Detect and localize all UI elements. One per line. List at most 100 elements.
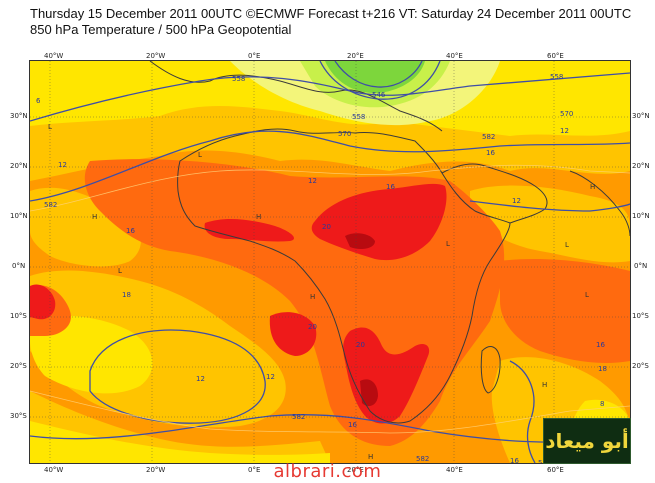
lon-tick-bottom-20e: 20°E <box>347 466 364 474</box>
map-title: Thursday 15 December 2011 00UTC ©ECMWF F… <box>30 6 631 38</box>
gp-label-570-med: 570 <box>338 130 351 138</box>
lat-tick-left-0n: 0°N <box>12 262 26 270</box>
gp-label-558-mid: 558 <box>352 113 365 121</box>
title-line-forecast: Thursday 15 December 2011 00UTC ©ECMWF F… <box>30 6 632 21</box>
field-deep-red-south <box>360 379 378 407</box>
t-label-12-coast: 12 <box>266 373 275 381</box>
title-line-fields: 850 hPa Temperature / 500 hPa Geopotenti… <box>30 22 292 37</box>
pressure-markers: L L H H L H L L H L H H <box>48 123 595 461</box>
t-label-8: 8 <box>600 400 604 408</box>
geopotential-contour-inner <box>334 61 423 88</box>
marker-high-westafrica: H <box>256 213 261 221</box>
t-label-6: 6 <box>36 97 41 105</box>
lat-tick-right-10s: 10°S <box>632 312 649 320</box>
gp-label-582-south: 582 <box>292 413 305 421</box>
geopotential-contour-582-south <box>30 414 630 443</box>
field-gold-west <box>30 187 141 267</box>
weather-map: 558 570 582 582 546 570 582 582 558 558 … <box>29 60 631 464</box>
field-red-westafrica <box>204 219 295 242</box>
lat-tick-right-30n: 30°N <box>632 112 650 120</box>
field-cold-green <box>325 61 425 94</box>
t-label-18: 18 <box>122 291 131 299</box>
t-label-12-atlantic: 12 <box>196 375 205 383</box>
map-canvas: 558 570 582 582 546 570 582 582 558 558 … <box>30 61 630 463</box>
lat-tick-left-10n: 10°N <box>10 212 28 220</box>
marker-high-congo: H <box>310 293 315 301</box>
t-label-16-sahel: 16 <box>386 183 395 191</box>
coastline-madagascar <box>480 346 501 394</box>
coastline-india <box>569 170 630 237</box>
lat-tick-left-10s: 10°S <box>10 312 27 320</box>
lat-tick-left-30s: 30°S <box>10 412 27 420</box>
marker-high-west: H <box>92 213 97 221</box>
lat-tick-left-20s: 20°S <box>10 362 27 370</box>
geopotential-contour-582-west <box>89 329 266 424</box>
marker-low-sahara: L <box>198 151 202 159</box>
lat-tick-right-20s: 20°S <box>632 362 649 370</box>
t-label-20-central: 20 <box>322 223 331 231</box>
marker-low-east: L <box>446 240 450 248</box>
t-label-18-east: 18 <box>598 365 607 373</box>
geopotential-contour-trough <box>509 360 536 463</box>
gp-label-558-ne: 558 <box>550 73 563 81</box>
field-dark-orange-indian <box>500 259 630 363</box>
lon-tick-top-40e: 40°E <box>446 52 463 60</box>
lat-tick-right-20n: 20°N <box>632 162 650 170</box>
marker-low-se: L <box>585 291 589 299</box>
lon-tick-bottom-0e: 0°E <box>248 466 261 474</box>
gp-label-582-cape: 582 <box>416 455 429 463</box>
lon-tick-bottom-60e: 60°E <box>547 466 564 474</box>
marker-low-indian: L <box>565 241 569 249</box>
site-watermark: albrari.com <box>273 461 382 482</box>
t-label-12-ne: 12 <box>560 127 569 135</box>
field-red-angola <box>269 312 317 356</box>
field-gold-east <box>470 185 630 263</box>
marker-low-gulf: L <box>118 267 122 275</box>
lat-tick-right-10n: 10°N <box>632 212 650 220</box>
coastline-africa <box>177 128 511 424</box>
graticule <box>30 61 630 463</box>
geopotential-contour-546 <box>319 61 441 100</box>
lon-tick-top-40w: 40°W <box>44 52 64 60</box>
marker-high-indian: H <box>542 381 547 389</box>
logo-text: أبو ميعاد <box>545 429 629 453</box>
t-label-12-sahara: 12 <box>308 177 317 185</box>
temperature-labels: 6 12 12 16 16 18 20 20 20 16 12 12 16 16… <box>36 97 607 463</box>
t-label-16-west: 16 <box>126 227 135 235</box>
lon-tick-bottom-40e: 40°E <box>446 466 463 474</box>
lon-tick-top-20w: 20°W <box>146 52 166 60</box>
field-red-westcoast <box>30 284 56 320</box>
t-label-12-east: 12 <box>512 197 521 205</box>
field-yellow-southwest <box>30 315 153 394</box>
t-label-16-se: 16 <box>510 457 519 463</box>
lat-tick-left-30n: 30°N <box>10 112 28 120</box>
temperature-contour-12 <box>30 164 630 212</box>
lon-tick-top-20e: 20°E <box>347 52 364 60</box>
t-label-12-west: 12 <box>58 161 67 169</box>
gp-label-582-west: 582 <box>44 201 57 209</box>
lon-tick-top-0e: 0°E <box>248 52 261 60</box>
t-label-16-indian: 16 <box>596 341 605 349</box>
gp-label-558-nw: 558 <box>232 75 245 83</box>
t-label-16-cape: 16 <box>348 421 357 429</box>
temperature-contour-16 <box>30 390 630 434</box>
gp-label-546: 546 <box>372 91 386 99</box>
coastline-europe <box>149 61 443 132</box>
marker-high-ne: H <box>590 183 595 191</box>
field-deep-red-central <box>345 233 375 249</box>
marker-low-nw: L <box>48 123 52 131</box>
t-label-20-angola: 20 <box>308 323 317 331</box>
coastline-arabia <box>441 163 548 224</box>
lat-tick-left-20n: 20°N <box>10 162 28 170</box>
gp-label-582-arabia: 582 <box>482 133 495 141</box>
field-red-centralafrica <box>311 183 447 261</box>
geopotential-contour-570 <box>30 130 630 202</box>
t-label-20-south: 20 <box>356 341 365 349</box>
lat-tick-right-0n: 0°N <box>634 262 648 270</box>
lon-tick-top-60e: 60°E <box>547 52 564 60</box>
lon-tick-bottom-20w: 20°W <box>146 466 166 474</box>
logo-badge: أبو ميعاد <box>543 418 631 464</box>
lon-tick-bottom-40w: 40°W <box>44 466 64 474</box>
t-label-16-arabia: 16 <box>486 149 495 157</box>
field-yellow-south <box>30 421 330 463</box>
